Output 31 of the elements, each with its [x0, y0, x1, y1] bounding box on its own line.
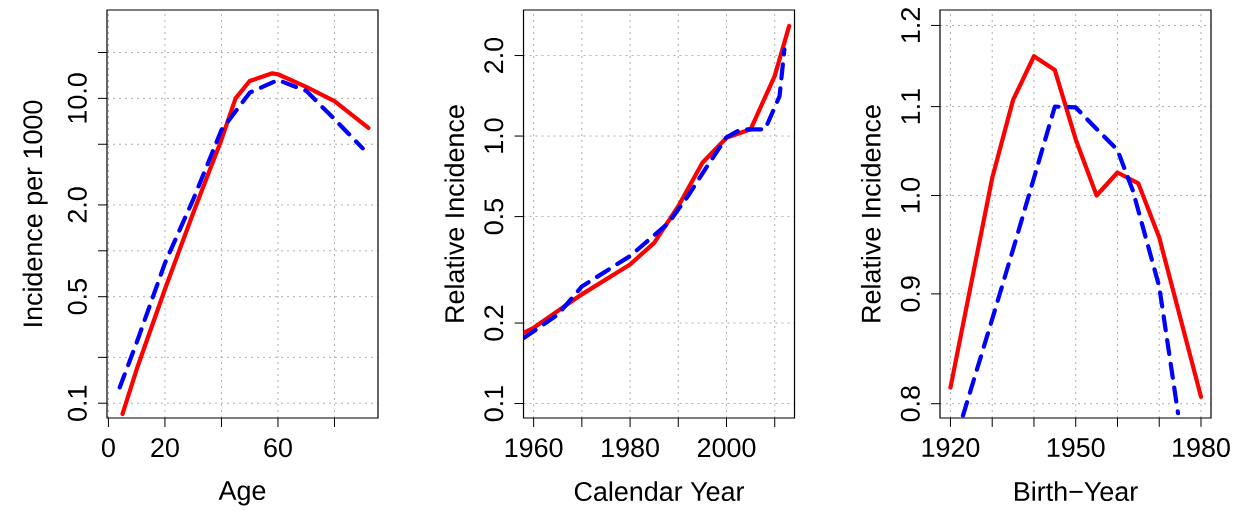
- y-tick-label: 0.1: [67, 385, 87, 421]
- x-tick-label: 1980: [602, 438, 659, 458]
- line-series: [960, 104, 1181, 418]
- y-tick-label: 0.2: [484, 305, 504, 341]
- y-tick-label: 0.9: [900, 276, 920, 312]
- x-tick-label: 60: [264, 438, 292, 458]
- y-axis-title: Incidence per 1000: [22, 100, 48, 326]
- y-tick-label: 0.5: [484, 199, 504, 235]
- x-axis-title: Calendar Year: [574, 481, 745, 502]
- y-tick-label: 1.0: [900, 177, 920, 213]
- y-tick-label: 2.0: [484, 37, 504, 73]
- y-axis-title: Relative Incidence: [860, 105, 881, 322]
- x-axis-title: Birth−Year: [1015, 481, 1138, 502]
- y-tick-label: 0.1: [484, 386, 504, 422]
- x-tick-label: 0: [101, 438, 115, 458]
- y-tick-label: 0.8: [900, 386, 920, 422]
- x-tick-label: 2000: [697, 438, 756, 458]
- x-tick-label: 1980: [1173, 438, 1230, 458]
- y-tick-label: 2.0: [67, 187, 87, 223]
- y-tick-label: 1.2: [901, 8, 920, 43]
- y-tick-label: 1.0: [484, 118, 504, 153]
- line-series: [948, 54, 1204, 399]
- x-tick-label: 1960: [505, 438, 563, 458]
- y-axis-title: Relative Incidence: [444, 105, 465, 322]
- y-tick-label: 10.0: [67, 73, 87, 123]
- x-tick-label: 1920: [922, 438, 980, 458]
- x-tick-label: 1950: [1047, 438, 1105, 458]
- y-tick-label: 1.1: [901, 89, 920, 124]
- x-tick-label: 20: [151, 438, 179, 458]
- x-axis-title: Age: [218, 481, 266, 506]
- y-tick-label: 0.5: [67, 279, 87, 315]
